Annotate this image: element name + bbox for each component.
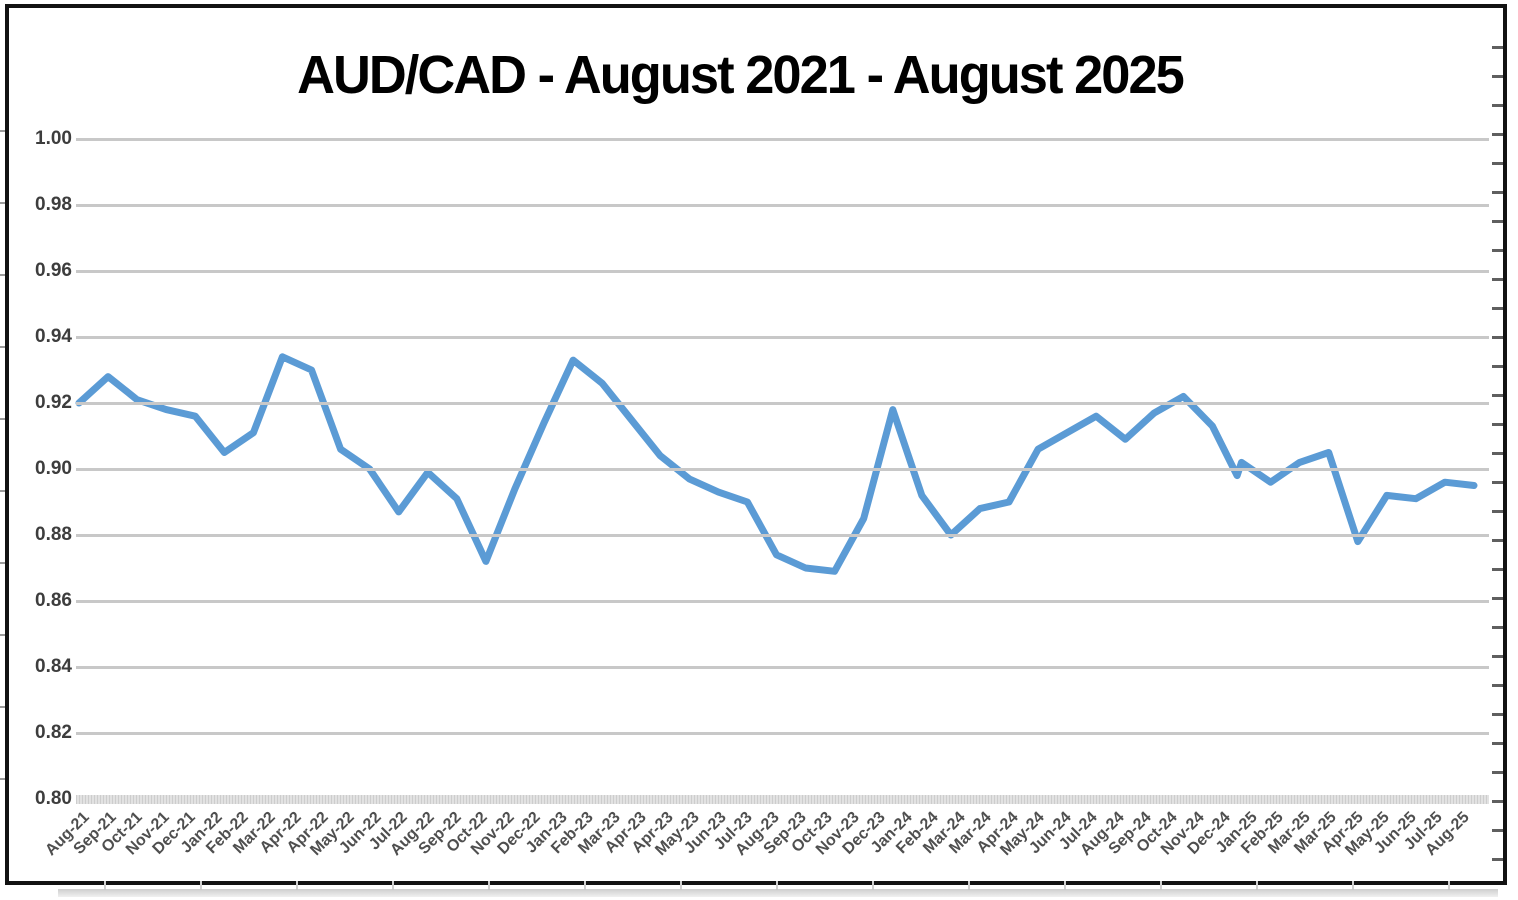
chart-title: AUD/CAD - August 2021 - August 2025 bbox=[297, 45, 1185, 105]
y-axis-tick-label: 0.94 bbox=[35, 326, 72, 347]
frame-ticks-left bbox=[0, 60, 5, 840]
frame-ticks-bottom bbox=[10, 881, 1504, 890]
gridline bbox=[76, 731, 1489, 735]
gridline bbox=[76, 335, 1489, 339]
gridline bbox=[76, 665, 1489, 669]
audcad-line-series bbox=[75, 353, 1478, 575]
scan-shadow bbox=[58, 889, 1498, 897]
gridline bbox=[76, 533, 1489, 537]
gridline bbox=[76, 269, 1489, 273]
y-axis-tick-label: 0.82 bbox=[35, 722, 72, 743]
y-axis-tick-label: 0.92 bbox=[35, 392, 72, 413]
y-axis-tick-label: 0.80 bbox=[35, 788, 72, 809]
gridline bbox=[76, 401, 1489, 405]
gridline bbox=[76, 599, 1489, 603]
y-axis-tick-label: 0.98 bbox=[35, 194, 72, 215]
y-axis-tick-label: 0.96 bbox=[35, 260, 72, 281]
y-axis-tick-label: 1.00 bbox=[35, 128, 72, 149]
gridline bbox=[76, 203, 1489, 207]
y-axis-tick-label: 0.84 bbox=[35, 656, 72, 677]
gridline bbox=[76, 467, 1489, 471]
y-axis-tick-label: 0.90 bbox=[35, 458, 72, 479]
x-axis-baseline bbox=[76, 795, 1489, 804]
y-axis-tick-label: 0.88 bbox=[35, 524, 72, 545]
y-axis-tick-label: 0.86 bbox=[35, 590, 72, 611]
gridline bbox=[76, 137, 1489, 141]
frame-ticks-right bbox=[1492, 20, 1503, 870]
